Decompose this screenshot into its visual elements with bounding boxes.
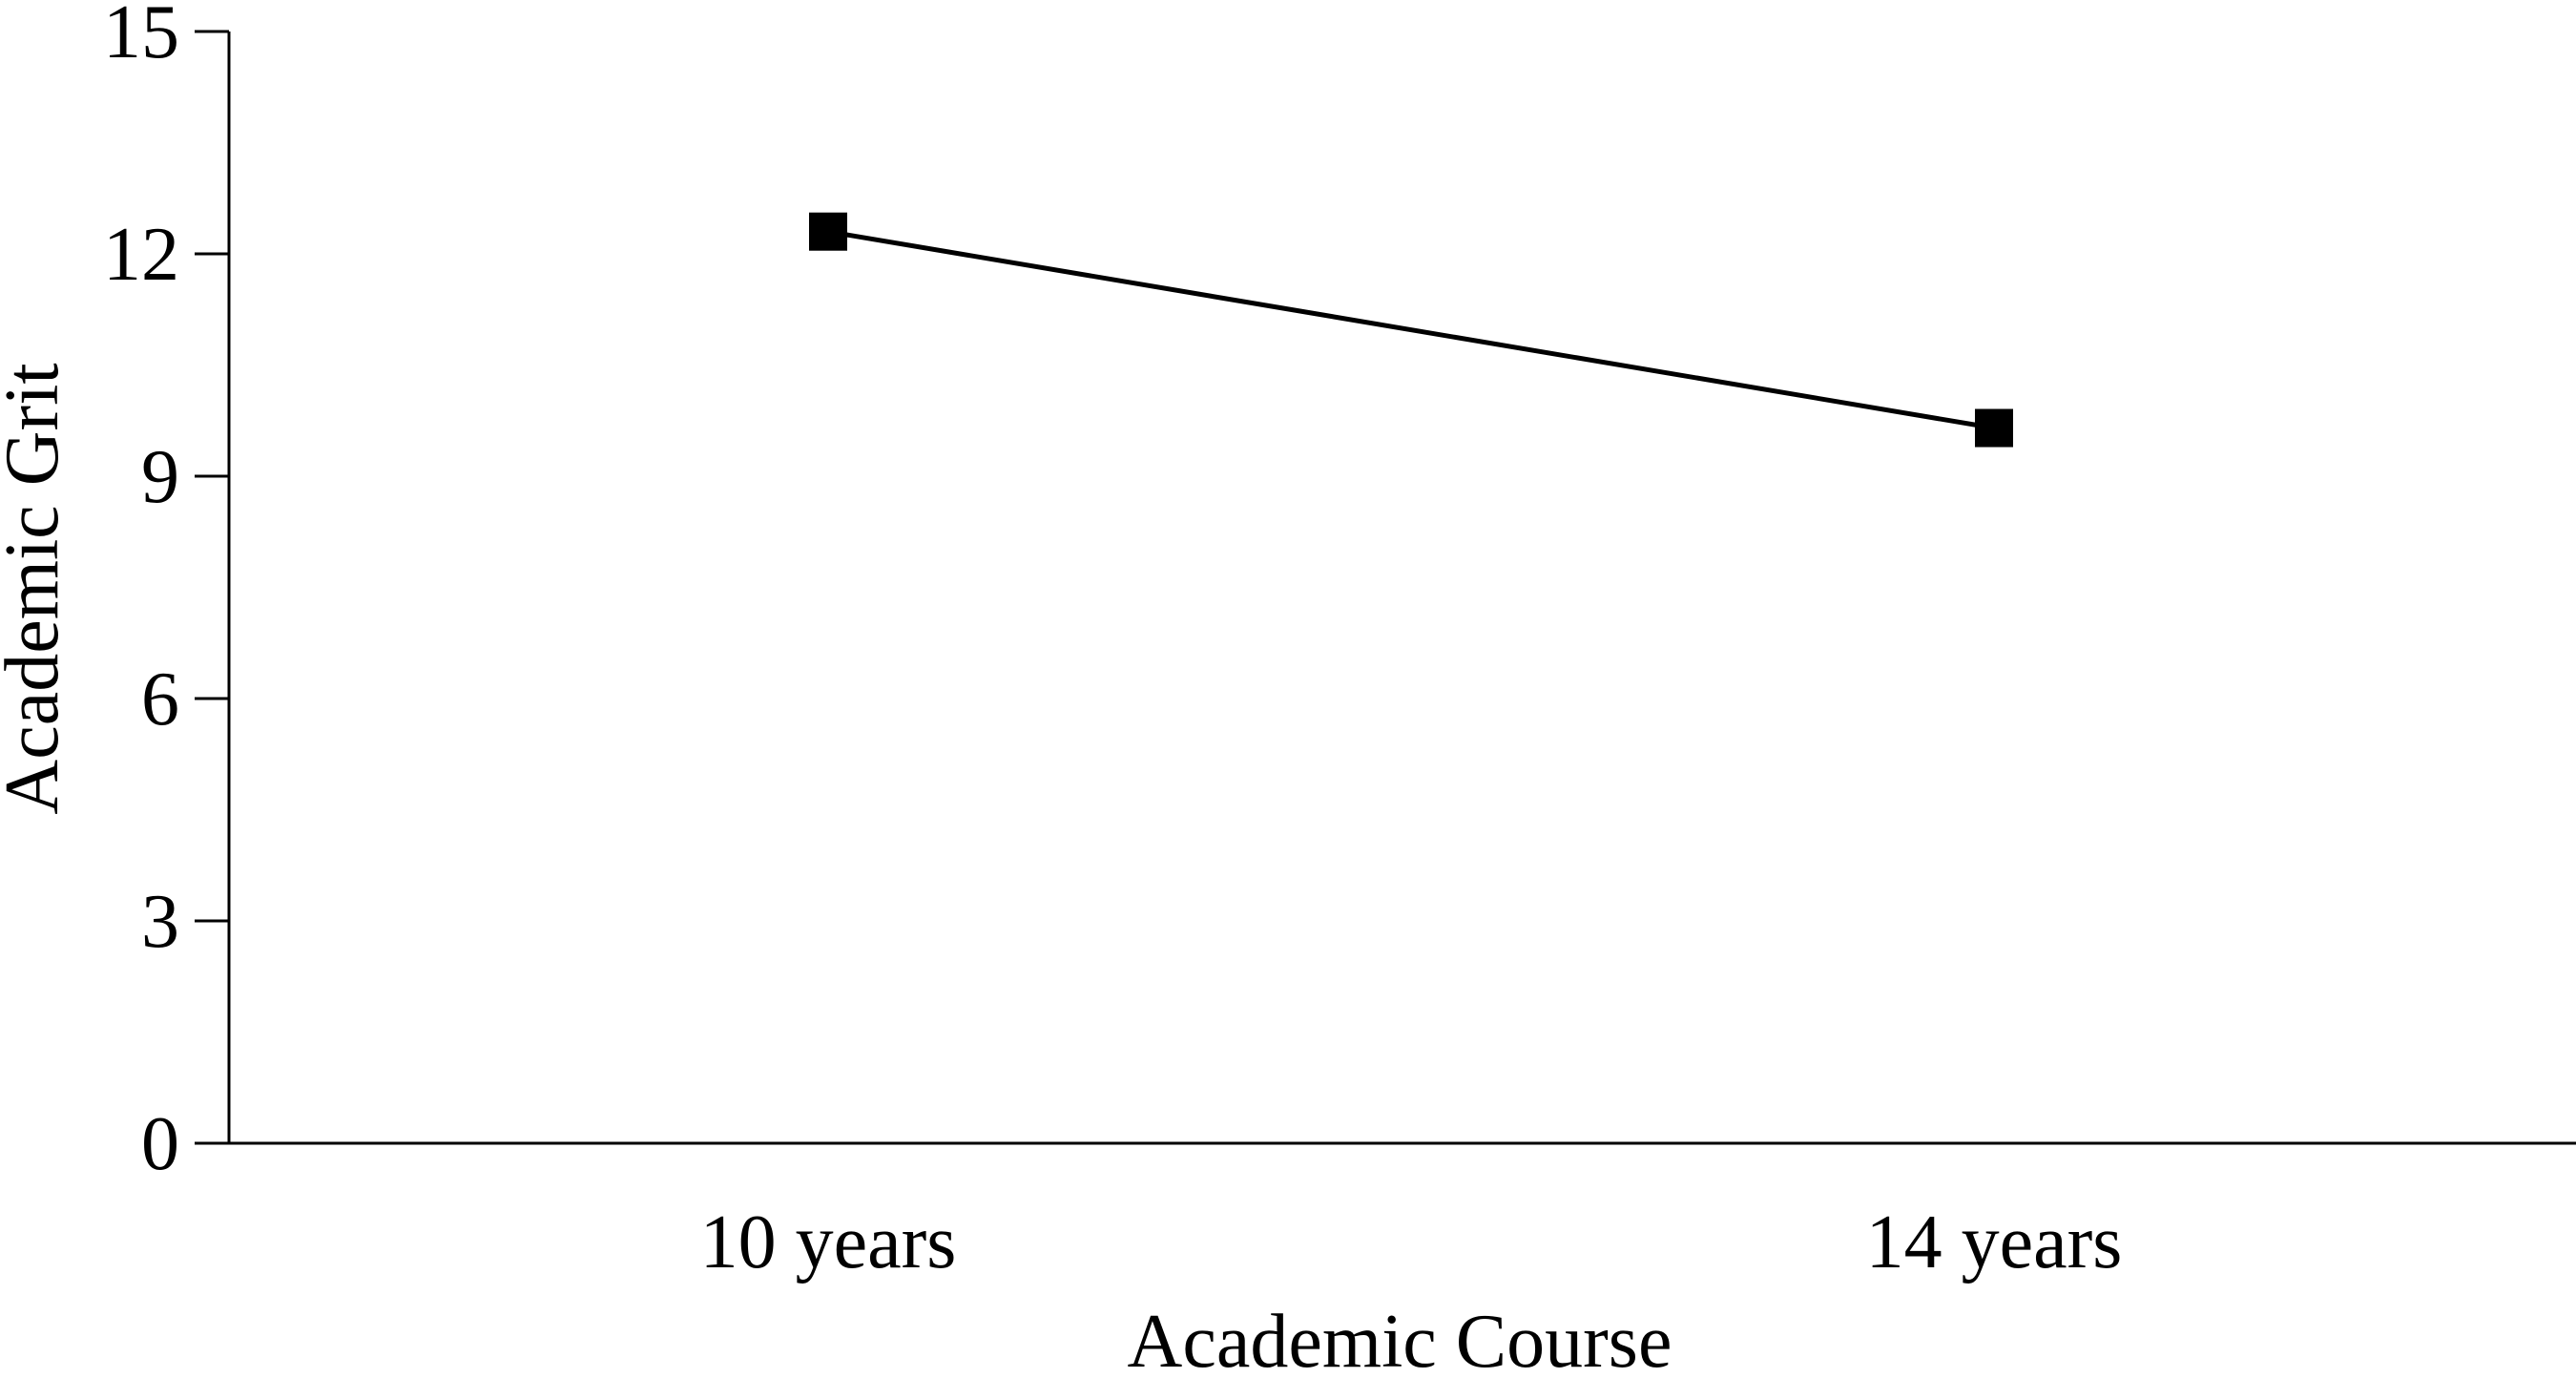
data-point-marker <box>1975 408 2013 448</box>
x-axis-title: Academic Course <box>1128 1300 1672 1378</box>
y-tick-label: 3 <box>141 880 179 964</box>
y-tick-label: 15 <box>103 0 179 74</box>
x-tick-label: 14 years <box>1866 1201 2123 1284</box>
y-tick-label: 9 <box>141 435 179 519</box>
y-tick-label: 0 <box>141 1102 179 1186</box>
x-tick-label: 10 years <box>700 1201 957 1284</box>
y-axis-ticks: 0 3 6 9 12 15 <box>103 0 229 1186</box>
series-layer <box>809 212 2013 448</box>
data-point-marker <box>809 212 847 251</box>
series-line <box>827 229 1995 430</box>
y-tick-label: 6 <box>141 658 179 741</box>
y-tick-label: 12 <box>103 213 179 297</box>
y-axis-title: Academic Grit <box>0 363 74 814</box>
x-axis-ticks: 10 years 14 years <box>700 1201 2123 1284</box>
